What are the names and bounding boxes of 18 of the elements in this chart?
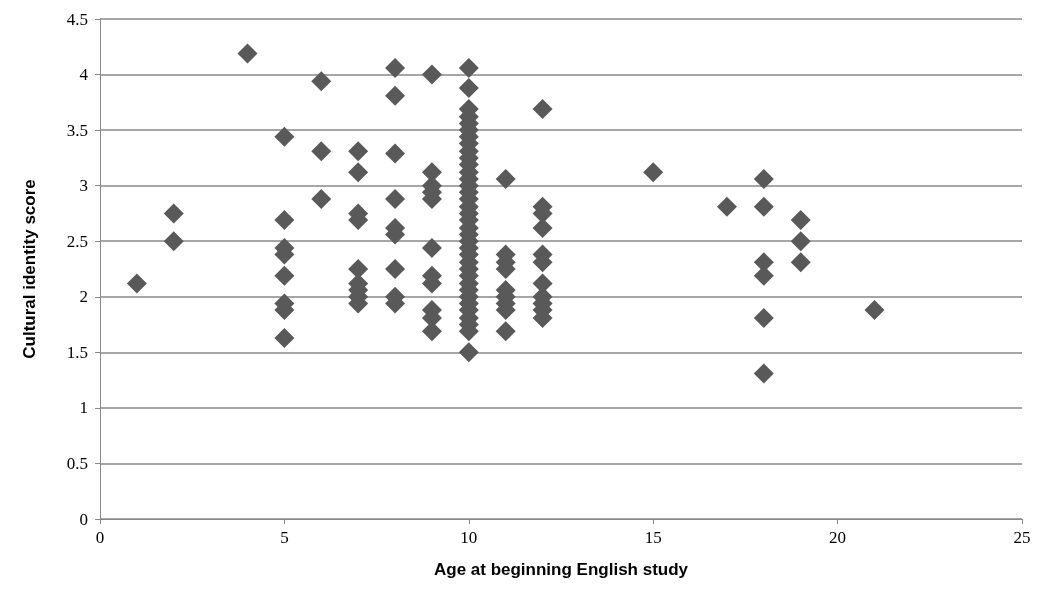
y-tick-label: 3.5 bbox=[66, 120, 88, 140]
y-tick-label: 2.5 bbox=[66, 231, 88, 251]
x-tick-label: 10 bbox=[460, 528, 478, 547]
y-tick-label: 1.5 bbox=[66, 342, 88, 362]
y-tick-label: 4 bbox=[79, 65, 89, 85]
y-tick-label: 3 bbox=[79, 176, 88, 196]
x-tick-label: 5 bbox=[280, 528, 289, 547]
x-tick-label: 15 bbox=[644, 528, 662, 547]
y-axis-title: Cultural identity score bbox=[20, 179, 39, 359]
x-axis-title: Age at beginning English study bbox=[433, 560, 689, 579]
y-tick-label: 0.5 bbox=[66, 453, 88, 473]
y-tick-label: 2 bbox=[79, 287, 88, 307]
x-tick-label: 20 bbox=[829, 528, 847, 547]
x-tick-label: 0 bbox=[95, 528, 105, 547]
y-tick-label: 0 bbox=[79, 509, 88, 529]
x-tick-label: 25 bbox=[1013, 528, 1031, 547]
y-tick-label: 4.5 bbox=[66, 9, 88, 29]
y-tick-label: 1 bbox=[79, 398, 88, 418]
